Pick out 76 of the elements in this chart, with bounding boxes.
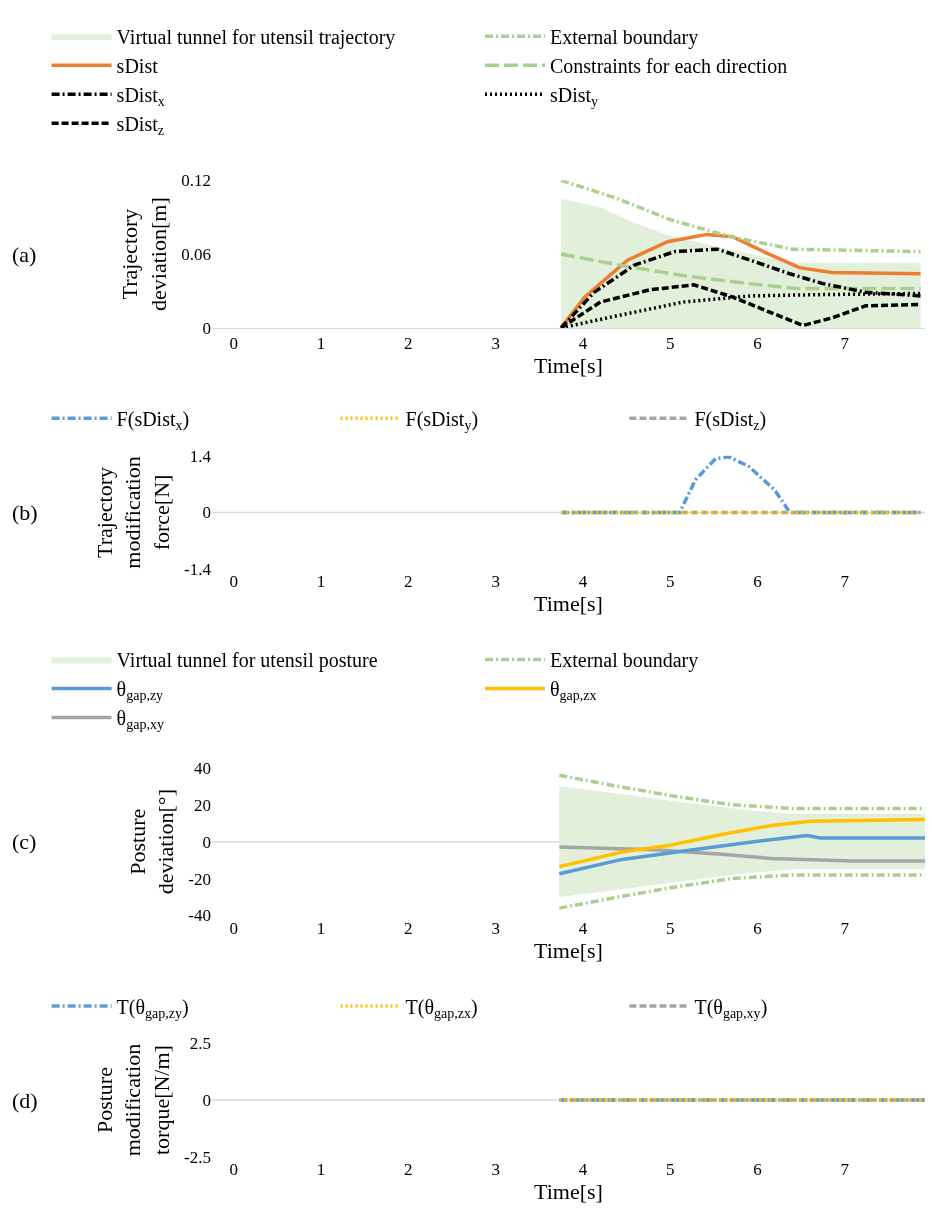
y-tick-label: -40 xyxy=(188,906,211,926)
y-tick-label: 2.5 xyxy=(189,1034,211,1054)
legend-label: sDist$_{z}$ xyxy=(116,113,164,139)
legend-label: F(sDist$_{z}$) xyxy=(694,408,767,434)
y-tick-label: -2.5 xyxy=(184,1147,211,1167)
legend-label: T(θ$_{gap,zx}$) xyxy=(405,995,478,1021)
x-tick-label: 5 xyxy=(665,334,675,354)
y-axis-title: Posture deviation[°] xyxy=(124,789,179,895)
legend-label: External boundary xyxy=(549,26,699,50)
x-tick-label: 6 xyxy=(753,572,762,592)
y-tick-label: 1.4 xyxy=(189,446,212,466)
x-tick-label: 0 xyxy=(229,918,239,938)
y-tick-label: 20 xyxy=(194,795,211,815)
legend-label: sDist$_{y}$ xyxy=(549,84,599,110)
y-tick-label: 0 xyxy=(202,318,211,338)
x-axis-title: Time[s] xyxy=(534,1178,603,1204)
y-tick-label: 0.12 xyxy=(181,171,211,191)
x-tick-label: 2 xyxy=(404,334,413,354)
legend-label: T(θ$_{gap,xy}$) xyxy=(694,995,768,1021)
y-tick-label: 40 xyxy=(194,758,211,778)
legend-label: sDist xyxy=(116,55,159,78)
legend-label: θ$_{gap,xy}$ xyxy=(116,707,164,733)
x-tick-label: 4 xyxy=(578,572,588,592)
y-tick-label: 0.06 xyxy=(181,245,211,265)
x-tick-label: 6 xyxy=(753,918,762,938)
legend-label: F(sDist$_{y}$) xyxy=(405,408,479,434)
x-tick-label: 7 xyxy=(840,918,850,938)
x-tick-label: 0 xyxy=(229,1159,239,1179)
x-axis-title: Time[s] xyxy=(534,591,603,617)
y-tick-label: -20 xyxy=(188,869,211,889)
x-tick-label: 3 xyxy=(491,334,500,354)
x-tick-label: 2 xyxy=(404,918,413,938)
legend-label: External boundary xyxy=(549,649,699,673)
x-tick-label: 2 xyxy=(404,572,413,592)
x-tick-label: 5 xyxy=(665,918,675,938)
y-tick-label: 0 xyxy=(202,503,211,523)
x-tick-label: 4 xyxy=(578,918,588,938)
x-tick-label: 0 xyxy=(229,572,239,592)
text: (a) xyxy=(12,242,37,267)
legend-label: Constraints for each direction xyxy=(549,55,788,78)
x-tick-label: 2 xyxy=(404,1159,413,1179)
y-axis-title: Posture modification torque[N/m] xyxy=(91,1043,174,1157)
text: (b) xyxy=(12,500,38,525)
x-tick-label: 5 xyxy=(665,572,675,592)
x-tick-label: 3 xyxy=(491,572,500,592)
legend-label: θ$_{gap,zy}$ xyxy=(116,678,164,704)
y-tick-label: -1.4 xyxy=(184,560,212,579)
legend-label: Virtual tunnel for utensil trajectory xyxy=(116,26,396,50)
x-tick-label: 7 xyxy=(840,572,850,592)
x-tick-label: 1 xyxy=(316,918,326,938)
x-tick-label: 1 xyxy=(316,1159,326,1179)
legend-label: F(sDist$_{x}$) xyxy=(116,408,190,434)
text: (c) xyxy=(12,829,37,854)
legend-label: T(θ$_{gap,zy}$) xyxy=(116,995,189,1021)
legend-label: Virtual tunnel for utensil posture xyxy=(116,649,378,673)
x-axis-title: Time[s] xyxy=(534,937,603,963)
x-tick-label: 3 xyxy=(491,918,500,938)
text: (d) xyxy=(12,1088,38,1113)
x-tick-label: 1 xyxy=(316,572,326,592)
x-tick-label: 1 xyxy=(316,334,326,354)
y-axis-title: Trajectory deviation[m] xyxy=(117,197,172,311)
x-tick-label: 5 xyxy=(665,1159,675,1179)
legend-label: θ$_{gap,zx}$ xyxy=(549,678,597,704)
x-tick-label: 0 xyxy=(229,334,239,354)
x-tick-label: 4 xyxy=(578,334,588,354)
y-tick-label: 0 xyxy=(202,832,211,852)
x-tick-label: 6 xyxy=(753,1159,762,1179)
legend-label: sDist$_{x}$ xyxy=(116,84,165,110)
x-tick-label: 4 xyxy=(578,1159,588,1179)
x-tick-label: 6 xyxy=(753,334,762,354)
x-tick-label: 3 xyxy=(491,1159,500,1179)
y-axis-title: Trajectory modification force[N] xyxy=(91,456,174,569)
x-tick-label: 7 xyxy=(840,1159,850,1179)
x-tick-label: 7 xyxy=(840,334,850,354)
y-tick-label: 0 xyxy=(202,1091,211,1111)
x-axis-title: Time[s] xyxy=(534,353,603,379)
